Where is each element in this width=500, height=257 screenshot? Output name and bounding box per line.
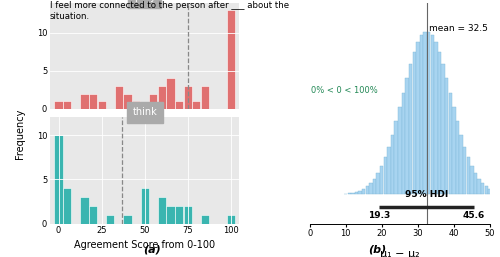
Bar xyxy=(124,215,132,224)
Bar xyxy=(398,107,402,194)
Bar xyxy=(434,42,438,194)
Bar xyxy=(438,52,441,194)
Bar xyxy=(80,197,88,224)
Bar xyxy=(402,93,405,194)
Text: mean = 32.5: mean = 32.5 xyxy=(428,24,488,33)
Bar xyxy=(63,101,72,109)
Bar xyxy=(376,173,380,194)
Bar xyxy=(409,64,412,194)
Text: 0% < 0 < 100%: 0% < 0 < 100% xyxy=(312,86,378,96)
Bar xyxy=(158,197,166,224)
Bar xyxy=(412,52,416,194)
Bar xyxy=(175,101,184,109)
Bar xyxy=(474,173,478,194)
Bar xyxy=(201,86,209,109)
Bar xyxy=(201,215,209,224)
Bar xyxy=(478,179,481,194)
Bar xyxy=(175,206,184,224)
Bar xyxy=(351,193,354,194)
Bar xyxy=(391,135,394,194)
Bar xyxy=(158,86,166,109)
Bar xyxy=(184,86,192,109)
Bar xyxy=(380,166,384,194)
Bar xyxy=(373,179,376,194)
Bar xyxy=(149,94,158,109)
Bar xyxy=(488,189,492,194)
Bar xyxy=(124,94,132,109)
Bar xyxy=(424,32,427,194)
Bar xyxy=(430,35,434,194)
Bar xyxy=(466,157,470,194)
Bar xyxy=(89,206,97,224)
Title: think: think xyxy=(132,107,157,117)
Bar xyxy=(132,101,140,109)
Bar xyxy=(54,135,62,224)
Text: (a): (a) xyxy=(144,244,162,254)
Bar xyxy=(384,157,387,194)
Bar xyxy=(492,191,496,194)
Bar xyxy=(226,215,235,224)
Text: 95% HDI: 95% HDI xyxy=(405,190,448,199)
Title: pray: pray xyxy=(134,0,156,3)
X-axis label: μ₁ − μ₂: μ₁ − μ₂ xyxy=(380,249,420,257)
Bar xyxy=(416,42,420,194)
Bar xyxy=(89,94,97,109)
Bar xyxy=(366,187,369,194)
X-axis label: Agreement Score from 0-100: Agreement Score from 0-100 xyxy=(74,240,216,250)
Bar xyxy=(362,189,366,194)
Bar xyxy=(106,215,114,224)
Bar xyxy=(355,192,358,194)
Bar xyxy=(484,187,488,194)
Text: I feel more connected to the person after ___ about the
situation.: I feel more connected to the person afte… xyxy=(50,1,289,21)
Bar xyxy=(369,183,372,194)
Bar xyxy=(192,101,200,109)
Bar xyxy=(63,188,72,224)
Bar xyxy=(166,78,174,109)
Bar xyxy=(456,122,459,194)
Bar xyxy=(445,78,448,194)
Bar xyxy=(348,193,351,194)
Bar xyxy=(226,10,235,109)
Bar xyxy=(388,146,390,194)
Text: 45.6: 45.6 xyxy=(463,210,485,219)
Bar xyxy=(420,35,423,194)
Bar xyxy=(114,86,123,109)
Bar xyxy=(166,206,174,224)
Bar xyxy=(394,122,398,194)
Text: (b): (b) xyxy=(368,244,386,254)
Bar xyxy=(427,32,430,194)
Bar xyxy=(358,191,362,194)
Bar xyxy=(184,206,192,224)
Bar xyxy=(98,101,106,109)
Bar xyxy=(406,78,408,194)
Bar xyxy=(442,64,445,194)
Text: Frequency: Frequency xyxy=(15,108,25,159)
Bar xyxy=(448,93,452,194)
Bar xyxy=(460,135,463,194)
Text: 19.3: 19.3 xyxy=(368,210,390,219)
Bar xyxy=(481,183,484,194)
Bar xyxy=(54,101,62,109)
Bar xyxy=(80,94,88,109)
Bar xyxy=(452,107,456,194)
Bar xyxy=(140,188,149,224)
Bar xyxy=(463,146,466,194)
Bar xyxy=(470,166,474,194)
